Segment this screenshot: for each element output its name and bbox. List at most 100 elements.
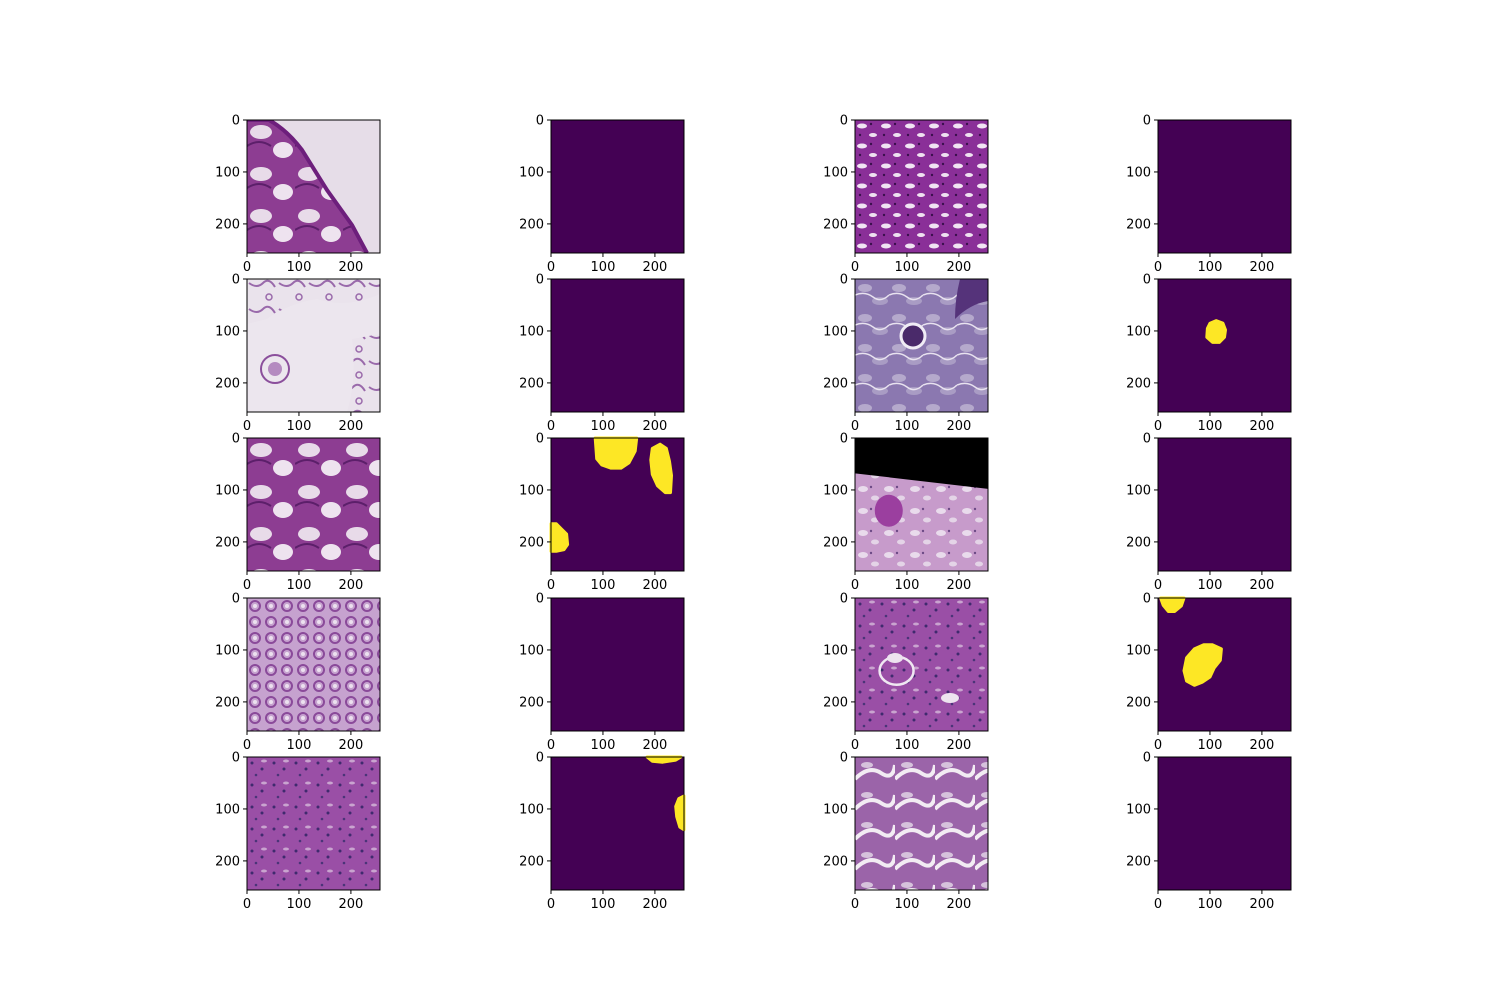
mask-background [1158,120,1291,253]
y-tick-label: 200 [823,854,848,869]
x-tick-label: 100 [287,897,312,912]
axes-frame [1157,597,1292,732]
y-tick-label: 200 [215,217,240,232]
x-tick-label: 200 [1249,260,1274,275]
image-panel: 0 0 100 100 200 200 [823,114,989,275]
y-tick-label: 0 [1143,592,1151,607]
x-tick-label: 0 [547,738,555,753]
y-tick-label: 100 [215,802,240,817]
y-tick-label: 100 [215,483,240,498]
y-tick-label: 100 [1126,643,1151,658]
mask-blob [593,436,639,470]
x-tick-label: 200 [1249,578,1274,593]
axes-frame [1157,119,1292,254]
mask-background [1158,279,1291,412]
x-tick-label: 0 [851,738,859,753]
y-tick-label: 0 [536,751,544,766]
y-tick-label: 200 [1126,376,1151,391]
mask-panel: 0 0 100 100 200 200 [1126,432,1292,593]
image-panel: 0 0 100 100 200 200 [215,432,381,593]
mask-background [1158,438,1291,571]
mask-background [1158,757,1291,890]
y-tick-label: 100 [519,483,544,498]
axes-frame [246,437,381,572]
image-panel: 0 0 100 100 200 200 [823,751,989,912]
y-tick-label: 200 [1126,217,1151,232]
x-tick-label: 100 [1198,738,1223,753]
x-tick-label: 200 [642,738,667,753]
x-tick-label: 0 [547,260,555,275]
axes-frame [246,119,381,254]
x-tick-label: 100 [287,260,312,275]
axes-frame [246,278,381,413]
x-tick-label: 200 [946,897,971,912]
axes-frame [1157,437,1292,572]
y-tick-label: 100 [519,643,544,658]
y-tick-label: 100 [215,324,240,339]
axes-frame [550,597,685,732]
x-tick-label: 100 [895,578,920,593]
x-tick-label: 200 [338,260,363,275]
x-tick-label: 0 [547,419,555,434]
x-tick-label: 200 [338,897,363,912]
mask-panel: 0 0 100 100 200 200 [1126,751,1292,912]
y-tick-label: 0 [840,273,848,288]
mask-background [551,757,684,890]
y-tick-label: 0 [536,273,544,288]
mask-panel: 0 0 100 100 200 200 [519,114,685,275]
axes-frame [550,756,685,891]
x-tick-label: 200 [946,578,971,593]
x-tick-label: 0 [1154,260,1162,275]
x-tick-label: 0 [1154,897,1162,912]
x-tick-label: 0 [851,260,859,275]
y-tick-label: 100 [215,643,240,658]
y-tick-label: 0 [840,114,848,129]
y-tick-label: 0 [232,592,240,607]
image-panel: 0 0 100 100 200 200 [215,751,381,912]
x-tick-label: 100 [895,897,920,912]
x-tick-label: 100 [591,419,616,434]
x-tick-label: 200 [946,738,971,753]
y-tick-label: 100 [1126,324,1151,339]
mask-panel: 0 0 100 100 200 200 [1126,592,1292,753]
mask-panel: 0 0 100 100 200 200 [1126,114,1292,275]
mask-blob [549,522,570,553]
y-tick-label: 0 [1143,751,1151,766]
image-panel: 0 0 100 100 200 200 [823,432,989,593]
mask-blob [1205,319,1227,344]
axes-frame [854,756,989,891]
axes-frame [246,756,381,891]
axes-frame [246,597,381,732]
axes-frame [1157,756,1292,891]
y-tick-label: 100 [519,802,544,817]
y-tick-label: 200 [215,695,240,710]
x-tick-label: 200 [946,419,971,434]
mask-panel: 0 0 100 100 200 200 [519,273,685,434]
y-tick-label: 0 [536,592,544,607]
y-tick-label: 200 [823,695,848,710]
x-tick-label: 0 [243,578,251,593]
x-tick-label: 0 [851,578,859,593]
axes-frame [550,437,685,572]
y-tick-label: 200 [519,695,544,710]
x-tick-label: 200 [642,578,667,593]
y-tick-label: 0 [232,432,240,447]
mask-panel: 0 0 100 100 200 200 [519,751,686,912]
x-tick-label: 0 [547,578,555,593]
mask-background [1158,598,1291,731]
y-tick-label: 200 [1126,535,1151,550]
y-tick-label: 100 [823,165,848,180]
x-tick-label: 0 [243,419,251,434]
mask-panel: 0 0 100 100 200 200 [519,432,685,593]
x-tick-label: 100 [895,260,920,275]
y-tick-label: 100 [519,165,544,180]
y-tick-label: 200 [519,376,544,391]
y-tick-label: 200 [823,535,848,550]
mask-background [551,279,684,412]
y-tick-label: 0 [1143,114,1151,129]
axes-frame [854,119,989,254]
x-tick-label: 200 [1249,738,1274,753]
y-tick-label: 100 [519,324,544,339]
y-tick-label: 100 [1126,802,1151,817]
x-tick-label: 200 [338,419,363,434]
